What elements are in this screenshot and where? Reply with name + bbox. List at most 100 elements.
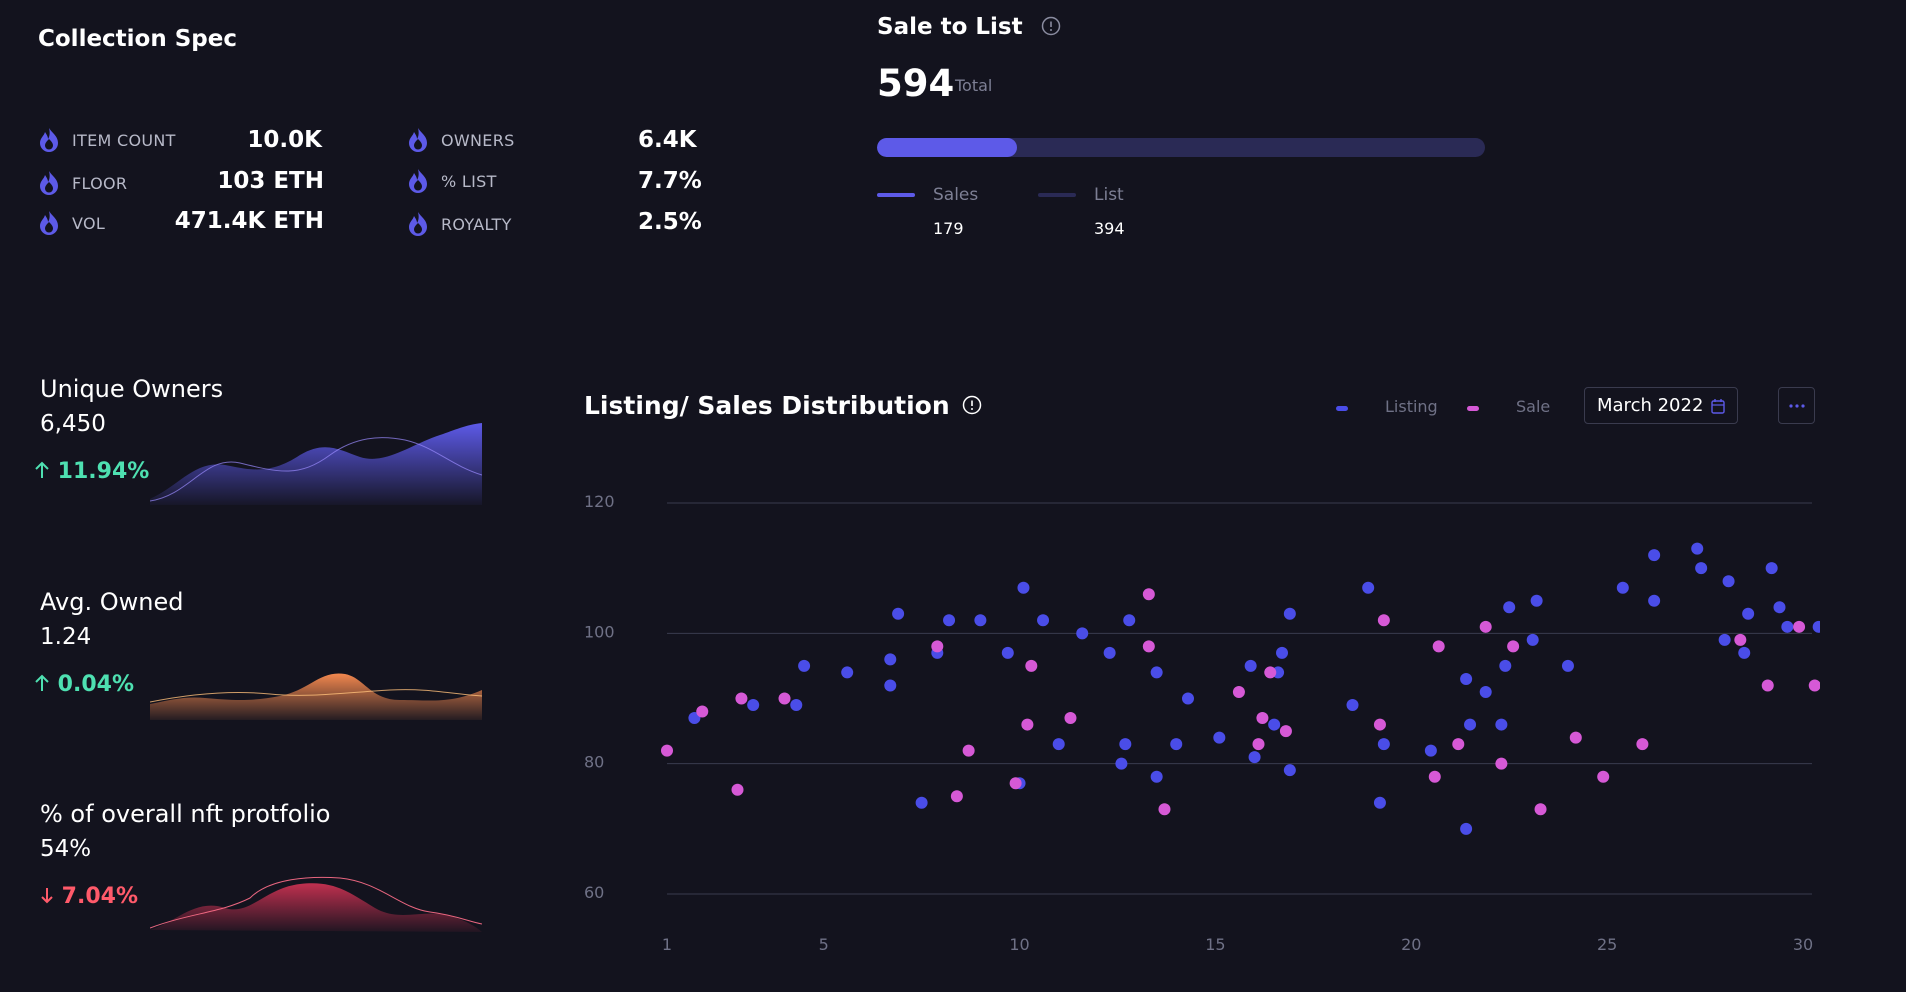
sale-to-list-title: Sale to List: [877, 14, 1061, 40]
scatter-point-listing: [884, 653, 897, 666]
spec-list-percent: % LIST: [407, 168, 497, 194]
scatter-point-sale: [1252, 738, 1265, 751]
chart-points: [661, 542, 1820, 835]
scatter-point-listing: [798, 659, 811, 672]
spec-item-count: ITEM COUNT: [38, 127, 176, 153]
metric-title: Unique Owners: [40, 375, 224, 403]
metric-value: 1.24: [40, 624, 92, 650]
scatter-point-listing: [1037, 614, 1050, 627]
scatter-point-listing: [1460, 822, 1473, 835]
scatter-point-listing: [1373, 796, 1386, 809]
scatter-point-listing: [1181, 692, 1194, 705]
scatter-point-sale: [962, 744, 975, 757]
flame-icon: [409, 128, 427, 152]
scatter-point-listing: [1001, 646, 1014, 659]
x-tick-label: 20: [1401, 935, 1421, 954]
scatter-point-listing: [1722, 575, 1735, 588]
scatter-point-listing: [1812, 620, 1820, 633]
legend-label-sale: Sale: [1516, 397, 1551, 416]
scatter-point-sale: [1377, 614, 1390, 627]
spec-value: 6.4K: [638, 127, 697, 153]
calendar-icon: [1711, 398, 1725, 414]
scatter-point-sale: [731, 783, 744, 796]
scatter-point-listing: [1464, 718, 1477, 731]
flame-icon: [409, 212, 427, 236]
scatter-point-listing: [1244, 659, 1257, 672]
info-icon[interactable]: [1041, 16, 1061, 36]
sales-legend-swatch: [877, 193, 915, 197]
scatter-point-listing: [1695, 562, 1708, 575]
scatter-point-listing: [1248, 751, 1261, 764]
more-options-button[interactable]: [1778, 387, 1815, 424]
scatter-point-listing: [1503, 601, 1516, 614]
legend-swatch-sale: [1467, 406, 1479, 411]
metric-change-value: 0.04%: [57, 672, 134, 697]
scatter-point-listing: [1150, 666, 1163, 679]
scatter-point-listing: [1424, 744, 1437, 757]
scatter-point-listing: [1377, 738, 1390, 751]
spec-value: 10.0K: [247, 127, 322, 153]
metric-change: 0.04%: [34, 672, 134, 697]
scatter-point-listing: [1738, 646, 1751, 659]
x-tick-label: 5: [819, 935, 829, 954]
spec-vol: VOL: [38, 210, 105, 236]
scatter-point-listing: [1742, 607, 1755, 620]
scatter-point-listing: [1276, 646, 1289, 659]
spec-value: 2.5%: [638, 209, 702, 235]
spec-floor: FLOOR: [38, 170, 127, 196]
scatter-point-sale: [931, 640, 944, 653]
scatter-point-sale: [1761, 679, 1774, 692]
scatter-point-listing: [1103, 646, 1116, 659]
scatter-point-listing: [1773, 601, 1786, 614]
info-icon[interactable]: [962, 395, 982, 415]
spec-owners: OWNERS: [407, 127, 515, 153]
y-tick-label: 60: [584, 883, 604, 902]
spec-royalty: ROYALTY: [407, 211, 512, 237]
scatter-point-listing: [790, 699, 803, 712]
metric-value: 54%: [40, 836, 92, 862]
scatter-point-sale: [1495, 757, 1508, 770]
more-icon: [1788, 403, 1805, 408]
scatter-point-sale: [1534, 803, 1547, 816]
spec-value: 103 ETH: [217, 168, 324, 194]
y-axis-ticks: 60 80 100 120: [584, 492, 615, 902]
scatter-point-listing: [1283, 607, 1296, 620]
scatter-point-listing: [1017, 581, 1030, 594]
flame-icon: [40, 211, 58, 235]
scatter-point-sale: [1232, 685, 1245, 698]
avg-owned-sparkline: [150, 673, 482, 720]
y-tick-label: 120: [584, 492, 615, 511]
scatter-point-listing: [747, 699, 760, 712]
x-tick-label: 25: [1597, 935, 1617, 954]
date-picker[interactable]: March 2022: [1584, 387, 1738, 424]
scatter-point-sale: [661, 744, 673, 757]
scatter-point-listing: [1648, 594, 1661, 607]
scatter-point-listing: [1765, 562, 1778, 575]
scatter-point-listing: [1781, 620, 1794, 633]
spec-label: ROYALTY: [441, 214, 512, 234]
scatter-point-listing: [1170, 738, 1183, 751]
flame-icon: [40, 171, 58, 195]
sale-to-list-progress-bar: [877, 138, 1485, 157]
scatter-point-sale: [1142, 640, 1155, 653]
spec-label: FLOOR: [72, 173, 128, 193]
scatter-point-sale: [1256, 712, 1269, 725]
portfolio-sparkline: [150, 876, 482, 932]
sale-to-list-total-label: Total: [955, 76, 993, 95]
scatter-point-listing: [1268, 718, 1281, 731]
flame-icon: [409, 169, 427, 193]
scatter-point-sale: [1793, 620, 1806, 633]
scatter-point-listing: [974, 614, 987, 627]
arrow-up-icon: [35, 674, 49, 691]
x-tick-label: 30: [1793, 935, 1813, 954]
scatter-point-sale: [1479, 620, 1492, 633]
scatter-point-sale: [1432, 640, 1445, 653]
list-legend-label: List: [1094, 185, 1124, 205]
scatter-point-listing: [1495, 718, 1508, 731]
metric-change-value: 7.04%: [61, 884, 138, 909]
scatter-point-sale: [696, 705, 709, 718]
scatter-point-sale: [1636, 738, 1649, 751]
scatter-point-listing: [1530, 594, 1543, 607]
sales-count: 179: [933, 219, 964, 238]
scatter-point-listing: [1718, 633, 1731, 646]
